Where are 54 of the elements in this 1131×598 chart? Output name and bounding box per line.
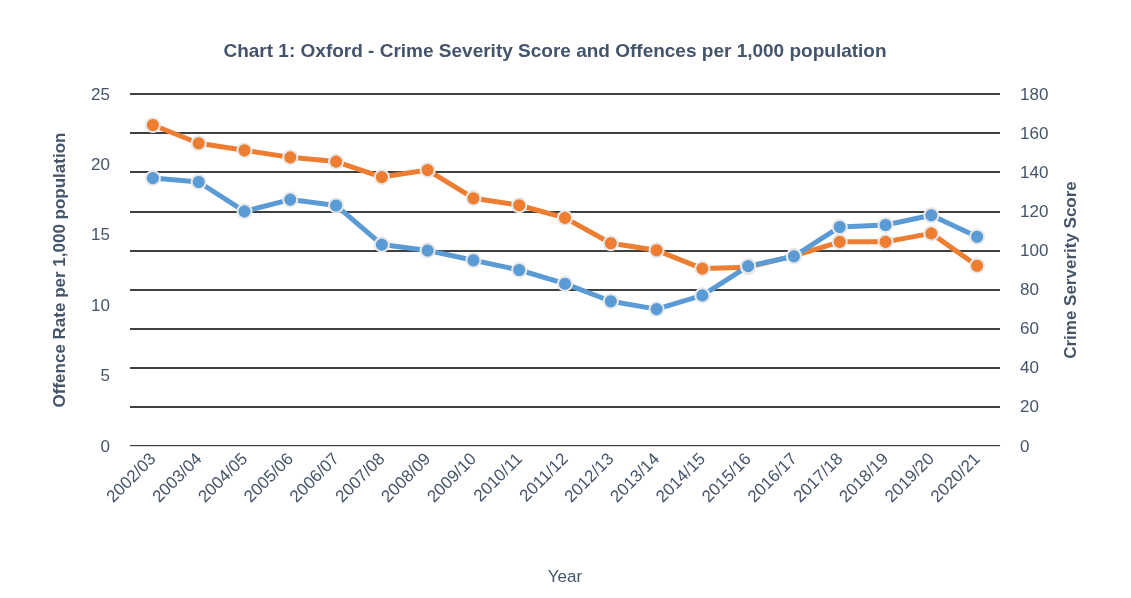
point bbox=[923, 207, 940, 224]
y2-tick-label: 0 bbox=[1020, 436, 1030, 456]
point bbox=[190, 135, 207, 152]
y-tick-label: 0 bbox=[100, 436, 110, 456]
y-tick-label: 25 bbox=[91, 84, 110, 104]
point bbox=[511, 262, 528, 278]
point bbox=[648, 301, 665, 318]
point bbox=[465, 190, 482, 207]
y2-tick-label: 120 bbox=[1020, 201, 1049, 221]
point bbox=[282, 149, 299, 166]
y2-tick-label: 140 bbox=[1020, 162, 1049, 182]
y2-tick-label: 80 bbox=[1020, 280, 1039, 300]
y2-tick-label: 100 bbox=[1020, 240, 1049, 260]
y2-tick-label: 60 bbox=[1020, 319, 1039, 339]
point bbox=[694, 287, 711, 304]
point bbox=[831, 233, 848, 250]
y-tick-label: 5 bbox=[100, 366, 110, 386]
point bbox=[557, 209, 573, 226]
point bbox=[923, 225, 940, 242]
point bbox=[419, 242, 436, 259]
y-tick-label: 20 bbox=[91, 154, 110, 174]
point bbox=[602, 293, 619, 310]
point bbox=[236, 142, 253, 159]
point bbox=[648, 242, 665, 259]
y2-axis-title: Crime Serverity Score bbox=[1061, 181, 1080, 359]
point bbox=[144, 170, 161, 187]
point bbox=[877, 233, 894, 250]
y2-tick-label: 180 bbox=[1020, 84, 1049, 104]
point bbox=[831, 218, 848, 235]
point bbox=[144, 116, 161, 133]
point bbox=[373, 169, 390, 186]
point bbox=[602, 235, 619, 252]
point bbox=[419, 162, 436, 179]
point bbox=[877, 217, 894, 234]
point bbox=[557, 275, 573, 292]
point bbox=[511, 197, 528, 214]
y-axis-title: Offence Rate per 1,000 population bbox=[50, 132, 69, 408]
point bbox=[969, 228, 986, 245]
y2-tick-label: 40 bbox=[1020, 358, 1039, 378]
chart-title: Chart 1: Oxford - Crime Severity Score and Offences per 1,000 population bbox=[223, 40, 887, 61]
point bbox=[465, 252, 482, 269]
point bbox=[236, 203, 253, 220]
point bbox=[190, 174, 207, 190]
point bbox=[969, 257, 986, 274]
point bbox=[282, 191, 299, 208]
y-tick-label: 10 bbox=[91, 295, 110, 315]
point bbox=[328, 197, 345, 214]
point bbox=[328, 153, 345, 170]
x-axis-title: Year bbox=[547, 567, 583, 586]
y2-tick-label: 160 bbox=[1020, 123, 1049, 143]
point bbox=[373, 236, 390, 253]
y-tick-label: 15 bbox=[91, 225, 110, 245]
y2-tick-label: 20 bbox=[1020, 397, 1039, 417]
point bbox=[694, 260, 711, 277]
